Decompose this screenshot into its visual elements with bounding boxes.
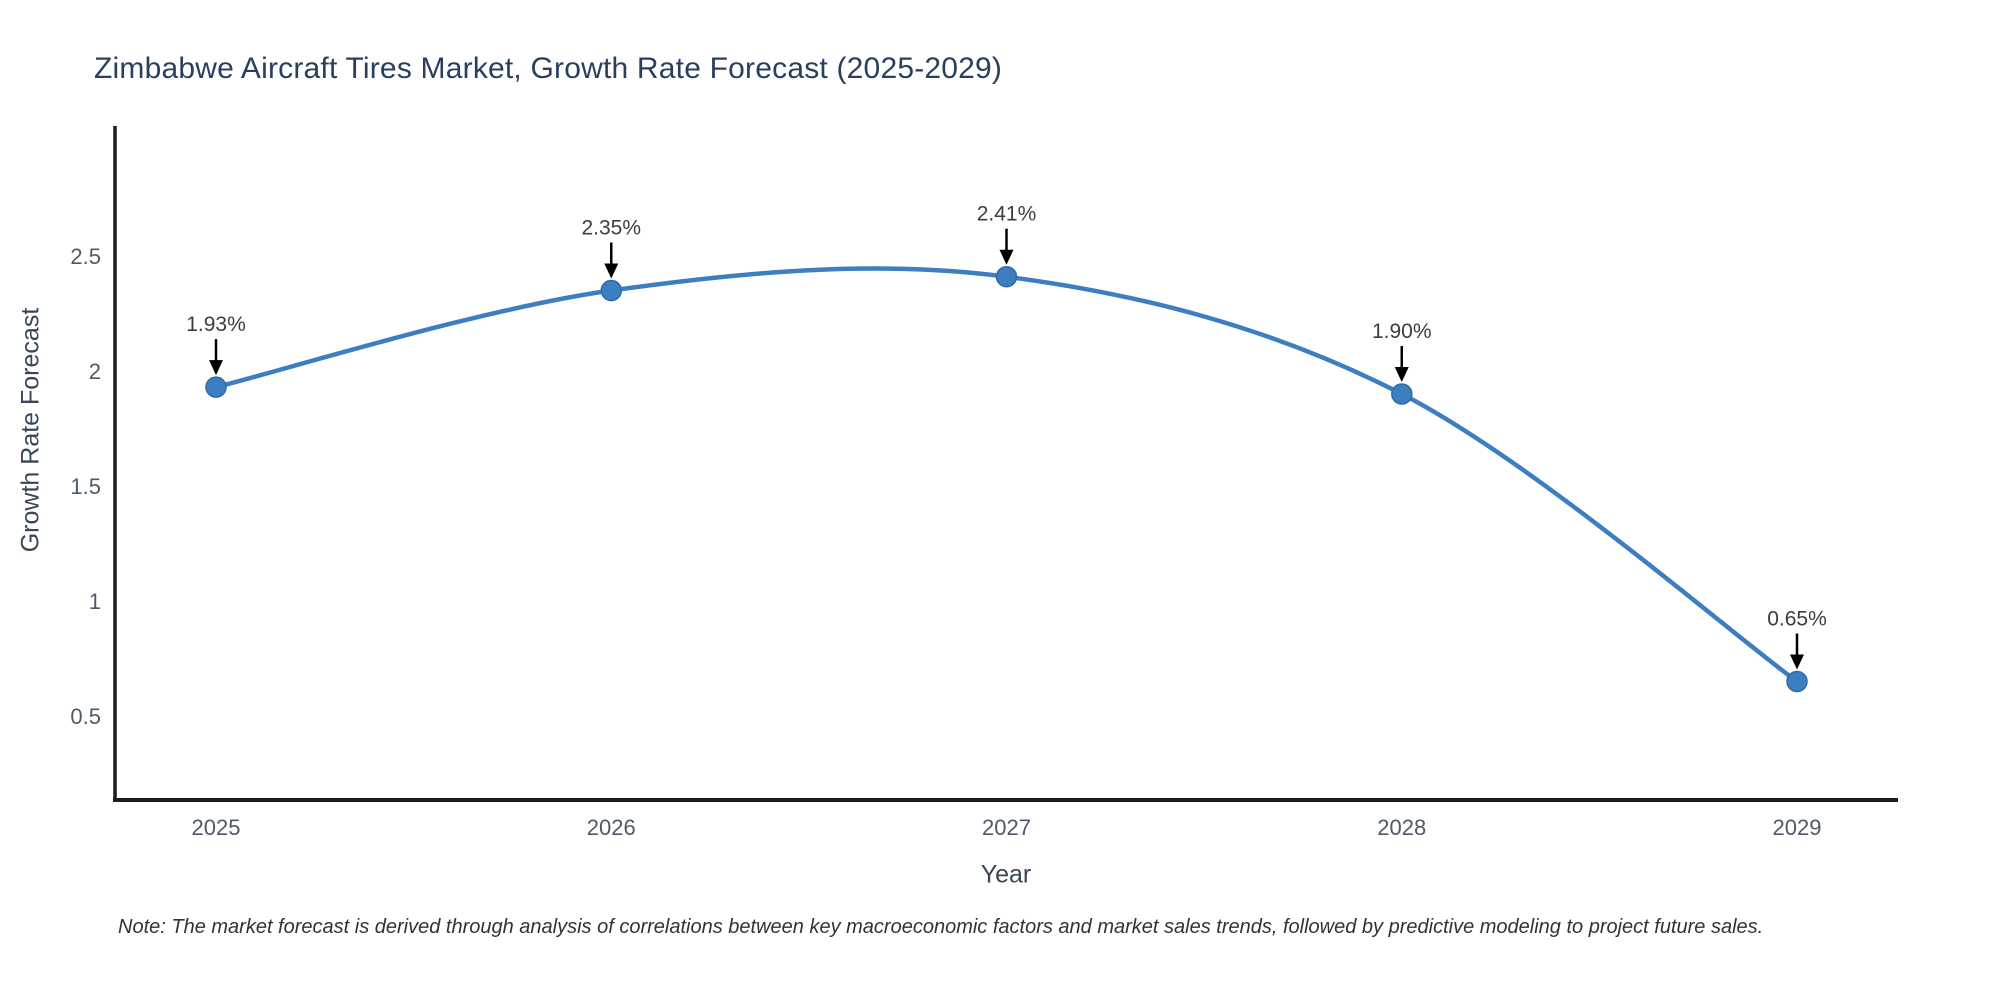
data-point-marker	[600, 279, 623, 302]
y-tick-label: 2	[89, 359, 101, 384]
annotation-arrow-head	[999, 249, 1014, 265]
annotation-arrow-head	[209, 360, 223, 376]
chart-title: Zimbabwe Aircraft Tires Market, Growth R…	[94, 52, 1003, 85]
x-tick-label: 2026	[587, 815, 636, 840]
annotation-arrow-head	[604, 263, 619, 279]
forecast-line	[213, 266, 1800, 684]
y-axis-title: Growth Rate Forecast	[16, 307, 45, 553]
point-annotation-label: 2.41%	[977, 203, 1037, 226]
x-axis-title: Year	[980, 860, 1032, 889]
y-tick-label: 1	[89, 589, 101, 614]
x-tick-label: 2029	[1773, 815, 1822, 840]
x-tick-label: 2025	[192, 815, 241, 840]
y-tick-label: 0.5	[70, 704, 101, 729]
data-point-marker	[1391, 383, 1413, 405]
y-tick-label: 2.5	[70, 244, 101, 269]
x-tick-label: 2028	[1377, 815, 1426, 840]
point-annotation-label: 1.93%	[186, 313, 246, 336]
chart-note: Note: The market forecast is derived thr…	[118, 916, 1764, 938]
annotation-arrow-head	[1790, 654, 1804, 670]
annotation-arrow-head	[1394, 367, 1409, 382]
y-tick-label: 1.5	[70, 474, 101, 499]
point-annotation-label: 2.35%	[581, 217, 641, 240]
x-tick-label: 2027	[982, 815, 1031, 840]
data-point-marker	[1786, 670, 1808, 693]
data-point-marker	[205, 376, 227, 398]
point-annotation-label: 1.90%	[1372, 320, 1432, 343]
point-annotation-label: 0.65%	[1767, 608, 1827, 631]
data-point-marker	[995, 265, 1018, 288]
